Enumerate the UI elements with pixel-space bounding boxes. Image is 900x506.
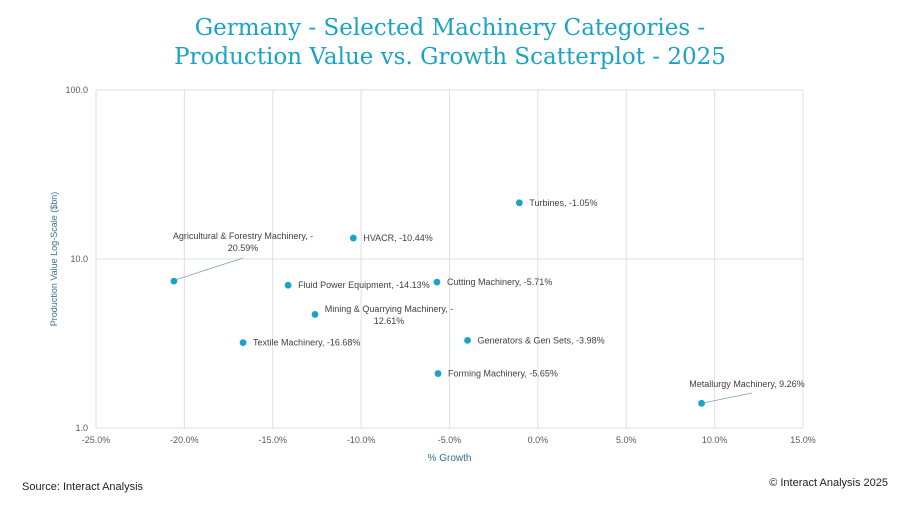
data-point	[698, 399, 705, 407]
chart-title: Germany - Selected Machinery Categories …	[0, 14, 900, 72]
data-label: Generators & Gen Sets, -3.98%	[478, 335, 605, 345]
y-tick-label: 10.0	[70, 254, 88, 264]
data-label-line: Forming Machinery, -5.65%	[448, 369, 558, 379]
copyright-note: © Interact Analysis 2025	[769, 477, 888, 489]
x-tick-label: -20.0%	[170, 435, 199, 445]
data-label-line: Generators & Gen Sets, -3.98%	[478, 335, 605, 345]
grid	[95, 89, 804, 429]
data-label-line: Agricultural & Forestry Machinery, -	[173, 231, 313, 241]
data-label: Fluid Power Equipment, -14.13%	[298, 280, 430, 290]
y-tick-label: 1.0	[75, 423, 88, 433]
x-tick-label: -15.0%	[258, 435, 287, 445]
x-tick-label: -5.0%	[438, 435, 462, 445]
x-tick-label: 10.0%	[702, 435, 728, 445]
data-label: Cutting Machinery, -5.71%	[447, 277, 552, 287]
data-label: Textile Machinery, -16.68%	[253, 338, 360, 348]
data-label: Agricultural & Forestry Machinery, - 20.5…	[173, 231, 313, 253]
data-point	[349, 234, 357, 242]
y-axis-title: Production Value Log-Scale ($bn)	[49, 192, 59, 326]
x-tick-label: 15.0%	[790, 435, 816, 445]
data-label-line: Mining & Quarrying Machinery, -	[325, 304, 453, 314]
data-point	[311, 311, 319, 318]
data-labels: Turbines, -1.05% HVACR, -10.44% Agricultur…	[173, 198, 805, 389]
data-point	[464, 336, 471, 344]
data-point	[284, 281, 292, 289]
leader-line	[174, 257, 244, 281]
data-label: Mining & Quarrying Machinery, - 12.61%	[325, 304, 453, 326]
data-label-line: Turbines, -1.05%	[529, 198, 597, 208]
data-label: Forming Machinery, -5.65%	[448, 369, 558, 379]
x-axis-title: % Growth	[428, 453, 472, 464]
data-label-line: Fluid Power Equipment, -14.13%	[298, 280, 430, 290]
data-point	[433, 278, 441, 286]
chart-title-line-2: Production Value vs. Growth Scatterplot …	[174, 44, 726, 70]
data-label-line: 20.59%	[228, 243, 259, 253]
data-label: Turbines, -1.05%	[529, 198, 597, 208]
data-point	[170, 277, 178, 285]
x-tick-label: 5.0%	[616, 435, 637, 445]
y-tick-label: 100.0	[65, 85, 88, 95]
source-note: Source: Interact Analysis	[22, 481, 144, 493]
leader-line	[702, 392, 753, 404]
data-point	[434, 370, 442, 377]
axis-ticks: -25.0% -20.0% -15.0% -10.0% -5.0% 0.0% 5.0% 10.…	[65, 85, 815, 445]
data-label-line: Metallurgy Machinery, 9.26%	[689, 379, 804, 389]
data-point	[515, 199, 523, 207]
data-label-line: 12.61%	[374, 316, 405, 326]
data-label-line: Cutting Machinery, -5.71%	[447, 277, 552, 287]
data-label: Metallurgy Machinery, 9.26%	[689, 379, 804, 389]
data-points	[170, 199, 705, 407]
data-label: HVACR, -10.44%	[363, 233, 432, 243]
chart-title-line-1: Germany - Selected Machinery Categories …	[194, 15, 706, 41]
x-tick-label: -25.0%	[82, 435, 111, 445]
x-tick-label: 0.0%	[528, 435, 549, 445]
data-label-line: Textile Machinery, -16.68%	[253, 338, 360, 348]
data-label-line: HVACR, -10.44%	[363, 233, 432, 243]
data-point	[239, 339, 247, 347]
x-tick-label: -10.0%	[347, 435, 376, 445]
leader-lines	[174, 257, 753, 404]
